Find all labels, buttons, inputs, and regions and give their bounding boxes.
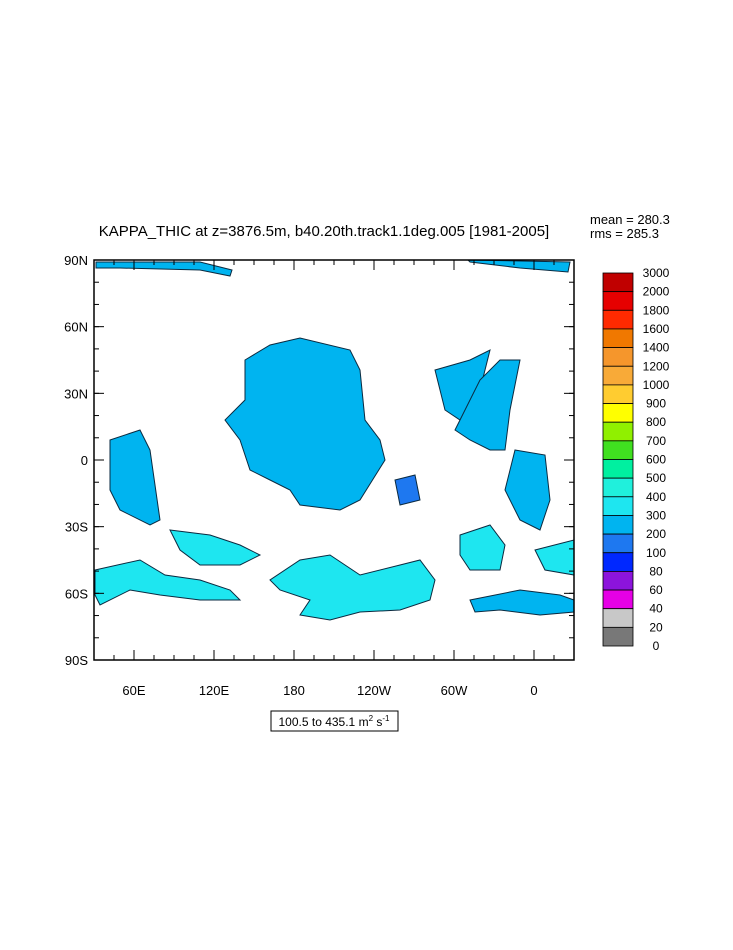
colorbar-label: 600	[646, 453, 666, 467]
range-box	[270, 710, 399, 732]
lat-label: 30N	[64, 386, 88, 401]
lat-label: 0	[81, 453, 88, 468]
colorbar-label: 2000	[643, 285, 670, 299]
colorbar-box	[602, 496, 634, 516]
colorbar-label: 300	[646, 508, 666, 522]
lat-label: 90S	[65, 653, 88, 668]
field	[224, 337, 386, 511]
lon-label: 60W	[441, 683, 468, 698]
colorbar-label: 80	[649, 564, 663, 578]
colorbar-label: 1800	[643, 303, 670, 317]
field	[94, 559, 242, 606]
colorbar-box	[602, 608, 634, 628]
axes: 90N 60N 30N 0 30S 60S 90S 60E 120E 180 120W 60W 0	[64, 253, 575, 698]
lon-label: 120W	[357, 683, 392, 698]
title: KAPPA_THIC at z=3876.5m, b40.20th.track1…	[99, 223, 549, 240]
colorbar-label: 700	[646, 434, 666, 448]
colorbar: 3000200018001600140012001000900800700600…	[602, 266, 670, 653]
colorbar-label: 500	[646, 471, 666, 485]
colorbar-box	[602, 552, 634, 572]
range-sup: -1	[382, 714, 390, 723]
colorbar-box	[602, 272, 634, 293]
lon-label: 0	[530, 683, 537, 698]
lat-label: 60N	[64, 320, 88, 335]
colorbar-label: 1600	[643, 322, 670, 336]
lat-label: 90N	[64, 253, 88, 268]
colorbar-box	[602, 309, 634, 330]
colorbar-label: 400	[646, 490, 666, 504]
field	[109, 429, 161, 526]
field	[269, 554, 436, 621]
colorbar-box	[602, 384, 634, 404]
colorbar-box	[602, 515, 634, 535]
colorbar-box	[602, 571, 634, 591]
colorbar-box	[602, 440, 634, 460]
colorbar-box	[602, 477, 634, 498]
colorbar-label: 1400	[643, 341, 670, 355]
colorbar-box	[602, 421, 634, 442]
field	[95, 261, 233, 277]
range-sup: 2	[369, 714, 374, 723]
stat-mean: mean = 280.3	[590, 212, 670, 227]
lon-label: 180	[283, 683, 305, 698]
colorbar-label: 200	[646, 527, 666, 541]
colorbar-label: 20	[649, 620, 663, 634]
colorbar-box	[602, 626, 634, 647]
field	[454, 359, 521, 451]
field	[504, 449, 551, 531]
colorbar-label: 1200	[643, 359, 670, 373]
colorbar-box	[602, 291, 634, 311]
lon-label: 120E	[199, 683, 230, 698]
colorbar-label: 0	[653, 639, 660, 653]
colorbar-label: 60	[649, 583, 663, 597]
colorbar-box	[602, 328, 634, 349]
range-label: 100.5 to 435.1 m2 s-1	[279, 714, 391, 729]
colorbar-label: 1000	[643, 378, 670, 392]
range-text: 100.5 to 435.1 m	[279, 715, 369, 729]
lat-label: 30S	[65, 520, 88, 535]
colorbar-label: 800	[646, 415, 666, 429]
colorbar-box	[602, 365, 634, 386]
map-fields	[94, 259, 575, 621]
colorbar-label: 100	[646, 546, 666, 560]
colorbar-label: 3000	[643, 266, 670, 280]
field	[394, 474, 421, 506]
field	[169, 529, 262, 566]
colorbar-label: 40	[649, 602, 663, 616]
field	[459, 524, 506, 571]
colorbar-box	[602, 459, 634, 479]
colorbar-box	[602, 403, 634, 423]
stat-rms: rms = 285.3	[590, 226, 659, 241]
lat-label: 60S	[65, 586, 88, 601]
lon-label: 60E	[122, 683, 145, 698]
colorbar-box	[602, 347, 634, 367]
colorbar-label: 900	[646, 397, 666, 411]
colorbar-box	[602, 589, 634, 610]
range-text: s	[373, 715, 382, 729]
colorbar-box	[602, 533, 634, 554]
